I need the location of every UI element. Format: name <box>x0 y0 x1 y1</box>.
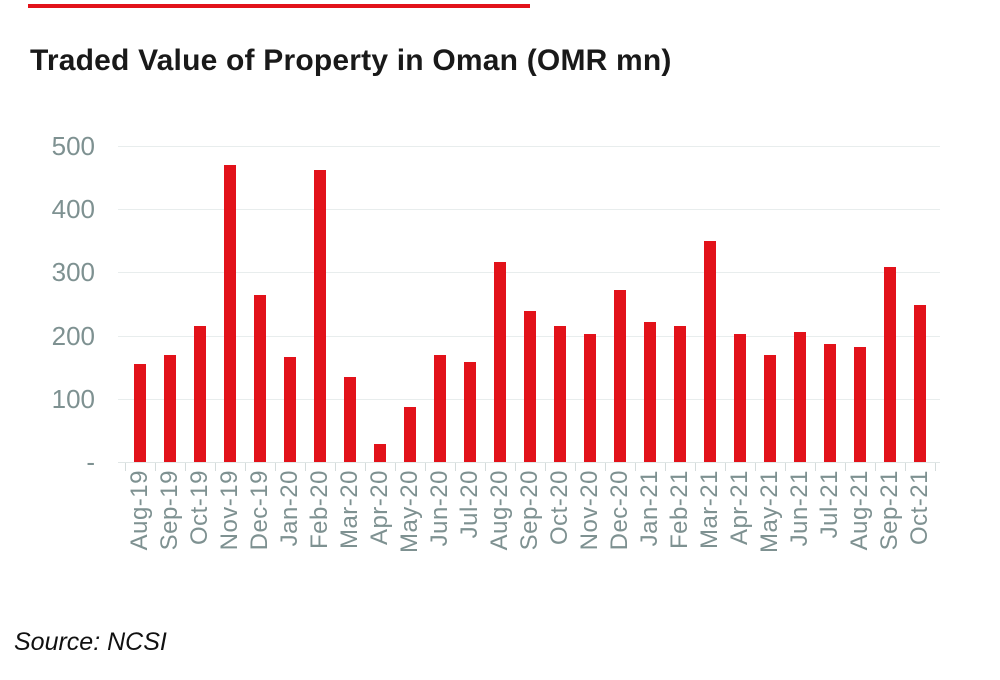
bar-Aug-20 <box>494 261 506 462</box>
y-axis-tick-label: 400 <box>51 194 95 225</box>
x-axis-label-Oct-19: Oct-19 <box>186 470 213 546</box>
x-axis-tick <box>875 463 876 471</box>
x-axis-label-Nov-20: Nov-20 <box>576 470 603 551</box>
x-axis-label-Dec-20: Dec-20 <box>606 470 633 551</box>
x-axis-label-Jun-21: Jun-21 <box>786 470 813 547</box>
x-axis-tick <box>485 463 486 471</box>
source-note: Source: NCSI <box>14 628 167 656</box>
x-axis-label-May-21: May-21 <box>756 470 783 554</box>
bar-May-20 <box>404 407 416 462</box>
y-axis-tick-label: 100 <box>51 383 95 414</box>
x-axis-tick <box>275 463 276 471</box>
x-axis-tick <box>425 463 426 471</box>
gridline-400 <box>118 209 940 211</box>
bar-Dec-19 <box>254 294 266 462</box>
x-axis-tick <box>455 463 456 471</box>
x-axis-tick <box>365 463 366 471</box>
bar-Jan-21 <box>644 321 656 462</box>
x-axis-tick <box>305 463 306 471</box>
x-axis-label-Feb-21: Feb-21 <box>666 470 693 550</box>
x-axis-label-Aug-21: Aug-21 <box>846 470 873 551</box>
x-axis-label-Oct-21: Oct-21 <box>906 470 933 546</box>
bar-Nov-19 <box>224 164 236 462</box>
top-red-rule <box>28 4 530 8</box>
x-axis-tick <box>155 463 156 471</box>
x-axis-tick <box>635 463 636 471</box>
x-axis-label-Sep-21: Sep-21 <box>876 470 903 551</box>
x-axis-tick <box>695 463 696 471</box>
x-axis-tick <box>215 463 216 471</box>
x-axis-tick <box>605 463 606 471</box>
x-axis-label-Jun-20: Jun-20 <box>426 470 453 547</box>
x-axis-tick <box>785 463 786 471</box>
x-axis-tick <box>575 463 576 471</box>
y-axis-tick-label: 300 <box>51 257 95 288</box>
x-axis-tick <box>335 463 336 471</box>
bar-Apr-21 <box>734 334 746 462</box>
bar-Sep-20 <box>524 310 536 462</box>
gridline-500 <box>118 146 940 147</box>
bar-Sep-19 <box>164 354 176 462</box>
x-axis-tick <box>185 463 186 471</box>
x-axis-label-Nov-19: Nov-19 <box>216 470 243 551</box>
y-axis-tick-label: - <box>86 447 95 477</box>
x-axis-tick <box>935 463 936 471</box>
bar-Jan-20 <box>284 357 296 462</box>
x-axis-label-Mar-20: Mar-20 <box>336 470 363 550</box>
x-axis-label-Apr-20: Apr-20 <box>366 470 393 546</box>
x-axis-label-Jul-21: Jul-21 <box>816 470 843 539</box>
bar-Apr-20 <box>374 444 386 462</box>
y-axis-tick-label: 500 <box>51 131 95 161</box>
chart-title: Traded Value of Property in Oman (OMR mn… <box>30 44 672 77</box>
x-axis-tick <box>395 463 396 471</box>
x-axis-label-Sep-19: Sep-19 <box>156 470 183 551</box>
bar-Feb-20 <box>314 170 326 462</box>
bar-Aug-19 <box>134 364 146 462</box>
x-axis-line <box>118 462 940 463</box>
x-axis-tick <box>725 463 726 471</box>
x-axis-label-Oct-20: Oct-20 <box>546 470 573 546</box>
x-axis-tick <box>125 463 126 471</box>
bar-May-21 <box>764 354 776 462</box>
x-axis-tick <box>545 463 546 471</box>
bar-Dec-20 <box>614 290 626 462</box>
x-axis-tick <box>245 463 246 471</box>
x-axis-tick <box>815 463 816 471</box>
x-axis-label-Jan-20: Jan-20 <box>276 470 303 547</box>
x-axis-tick <box>755 463 756 471</box>
bar-Sep-21 <box>884 266 896 462</box>
x-axis-label-Jul-20: Jul-20 <box>456 470 483 539</box>
bar-Oct-20 <box>554 326 566 462</box>
x-axis-label-Jan-21: Jan-21 <box>636 470 663 547</box>
bar-Jun-21 <box>794 331 806 462</box>
bar-Mar-21 <box>704 240 716 462</box>
x-axis-label-Mar-21: Mar-21 <box>696 470 723 550</box>
x-axis-label-May-20: May-20 <box>396 470 423 554</box>
bar-Jul-21 <box>824 344 836 462</box>
bar-Jul-20 <box>464 362 476 462</box>
x-axis-tick <box>515 463 516 471</box>
x-axis-label-Dec-19: Dec-19 <box>246 470 273 551</box>
x-axis-label-Sep-20: Sep-20 <box>516 470 543 551</box>
x-axis-tick <box>905 463 906 471</box>
x-axis-tick <box>665 463 666 471</box>
bar-Nov-20 <box>584 334 596 462</box>
y-axis-tick-label: 200 <box>51 320 95 351</box>
bar-Feb-21 <box>674 326 686 462</box>
x-axis-label-Apr-21: Apr-21 <box>726 470 753 546</box>
bar-Jun-20 <box>434 354 446 462</box>
bar-Oct-21 <box>914 305 926 462</box>
x-axis-tick <box>845 463 846 471</box>
bar-Mar-20 <box>344 376 356 462</box>
bar-Oct-19 <box>194 326 206 462</box>
x-axis-label-Aug-19: Aug-19 <box>126 470 153 551</box>
x-axis-label-Feb-20: Feb-20 <box>306 470 333 550</box>
x-axis-label-Aug-20: Aug-20 <box>486 470 513 551</box>
gridline-300 <box>118 272 940 274</box>
bar-Aug-21 <box>854 346 866 462</box>
